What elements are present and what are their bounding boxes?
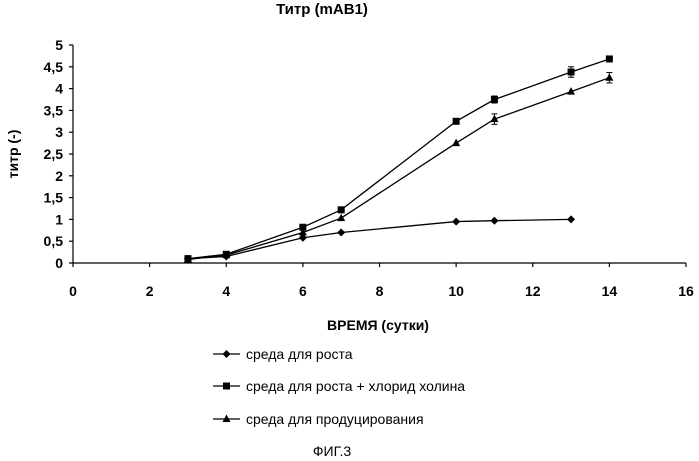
y-tick-label: 4,5 — [44, 59, 64, 75]
data-point-square — [338, 206, 345, 213]
data-point-square — [568, 69, 575, 76]
y-axis-ticks: 0 0,5 1 1,5 2 2,5 3 3,5 4 4,5 5 — [44, 37, 73, 271]
legend-label: среда для роста — [246, 346, 353, 362]
legend: среда для роста среда для роста + хлорид … — [213, 346, 465, 427]
x-tick-label: 6 — [299, 283, 307, 299]
data-point-square — [606, 55, 613, 62]
series-line — [188, 219, 571, 258]
chart-title: Титр (mAB1) — [276, 1, 368, 18]
chart-svg: Титр (mAB1) титр (-) ВРЕМЯ (сутки) 0 0,5 1… — [0, 0, 699, 461]
legend-item: среда для роста + хлорид холина — [213, 378, 465, 394]
legend-marker-square — [223, 383, 230, 390]
data-point-diamond — [490, 217, 498, 225]
series-square — [184, 55, 612, 262]
legend-marker-triangle — [223, 415, 231, 423]
x-tick-label: 12 — [525, 283, 541, 299]
y-tick-label: 0,5 — [44, 233, 64, 249]
data-point-square — [491, 96, 498, 103]
series-triangle — [184, 72, 613, 262]
x-tick-label: 0 — [69, 283, 77, 299]
legend-label: среда для продуцирования — [246, 411, 424, 427]
x-axis-ticks: 0 2 4 6 8 10 12 14 16 — [69, 263, 694, 299]
data-point-diamond — [452, 218, 460, 226]
legend-item: среда для продуцирования — [213, 411, 424, 427]
x-axis-title: ВРЕМЯ (сутки) — [327, 317, 429, 333]
data-point-triangle — [605, 73, 613, 81]
y-tick-label: 2 — [55, 168, 63, 184]
chart-figure: Титр (mAB1) титр (-) ВРЕМЯ (сутки) 0 0,5 1… — [0, 0, 699, 461]
legend-label: среда для роста + хлорид холина — [246, 378, 465, 394]
y-tick-label: 5 — [55, 37, 63, 53]
x-tick-label: 2 — [146, 283, 154, 299]
x-tick-label: 14 — [602, 283, 618, 299]
x-tick-label: 16 — [678, 283, 694, 299]
axes — [73, 45, 686, 263]
series-line — [188, 59, 609, 259]
data-point-square — [453, 118, 460, 125]
x-tick-label: 8 — [376, 283, 384, 299]
y-tick-label: 3,5 — [44, 102, 64, 118]
data-point-diamond — [337, 228, 345, 236]
legend-item: среда для роста — [213, 346, 353, 362]
figure-label: ФИГ.3 — [313, 443, 351, 459]
y-tick-label: 1,5 — [44, 190, 64, 206]
plot-series — [184, 55, 613, 262]
y-tick-label: 0 — [55, 255, 63, 271]
y-tick-label: 4 — [55, 81, 63, 97]
y-tick-label: 2,5 — [44, 146, 64, 162]
y-tick-label: 3 — [55, 124, 63, 140]
data-point-diamond — [567, 215, 575, 223]
legend-marker-diamond — [223, 350, 231, 358]
x-tick-label: 4 — [222, 283, 230, 299]
x-tick-label: 10 — [448, 283, 464, 299]
data-point-triangle — [452, 139, 460, 147]
data-point-triangle — [337, 214, 345, 222]
series-line — [188, 78, 609, 260]
y-tick-label: 1 — [55, 211, 63, 227]
series-diamond — [184, 215, 575, 262]
y-axis-title: титр (-) — [5, 130, 21, 179]
